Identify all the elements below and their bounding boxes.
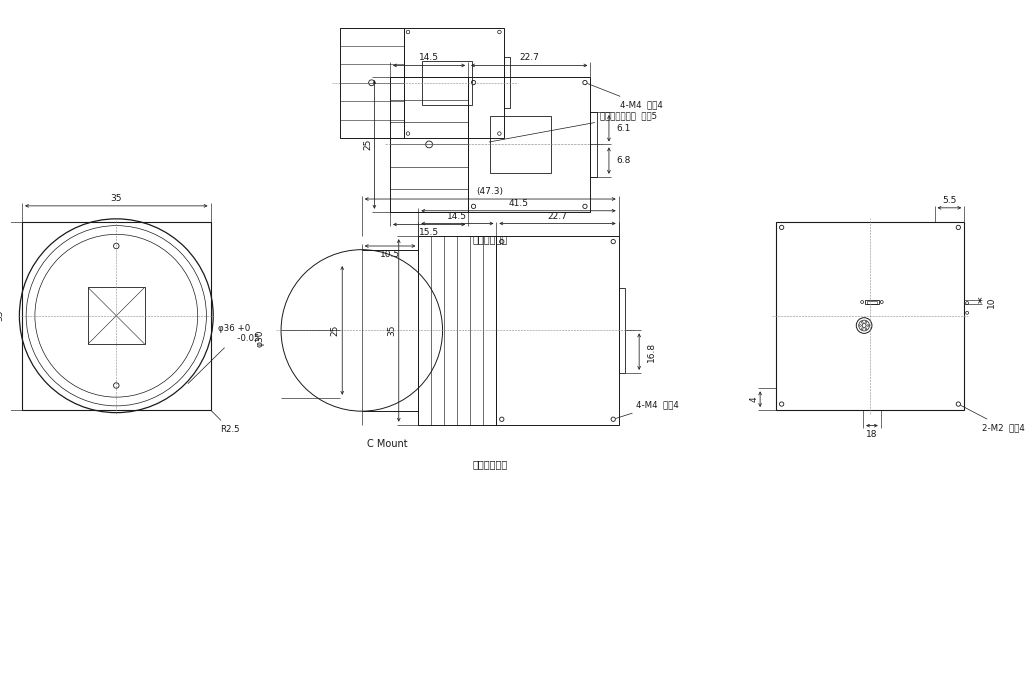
- Text: 10: 10: [987, 296, 996, 308]
- Bar: [340, 27, 404, 138]
- Text: 22.7: 22.7: [548, 211, 568, 220]
- Text: 5.5: 5.5: [942, 196, 957, 205]
- Text: 2-M2  深ご4: 2-M2 深ご4: [961, 405, 1025, 432]
- Bar: [390, 77, 468, 211]
- Bar: [865, 300, 879, 304]
- Text: 41.5: 41.5: [509, 199, 528, 208]
- Text: 6.8: 6.8: [617, 156, 631, 165]
- Bar: [504, 57, 510, 108]
- Text: 4-M4  深ご4: 4-M4 深ご4: [616, 400, 679, 419]
- Bar: [866, 300, 878, 304]
- Bar: [421, 61, 472, 105]
- Bar: [468, 77, 590, 211]
- Text: 35: 35: [110, 194, 122, 203]
- Text: 10.5: 10.5: [380, 250, 400, 259]
- Bar: [404, 27, 504, 138]
- Text: (47.3): (47.3): [477, 187, 504, 196]
- Text: 4-M4  深ご4: 4-M4 深ご4: [587, 83, 662, 109]
- Bar: [776, 221, 964, 410]
- Bar: [619, 288, 625, 373]
- Text: 22.7: 22.7: [519, 53, 539, 62]
- Text: 対面同一形状: 対面同一形状: [473, 234, 508, 244]
- Bar: [88, 288, 144, 344]
- Text: カメラ三脚ネジ  深ご5: カメラ三脚ネジ 深ご5: [489, 112, 657, 142]
- Bar: [496, 236, 619, 425]
- Text: 14.5: 14.5: [419, 53, 439, 62]
- Text: 16.8: 16.8: [647, 342, 656, 362]
- Text: 35: 35: [387, 325, 397, 336]
- Bar: [590, 112, 597, 176]
- Text: 25: 25: [363, 139, 372, 150]
- Text: R2.5: R2.5: [211, 411, 240, 434]
- Text: 14.5: 14.5: [447, 211, 468, 220]
- Text: 18: 18: [866, 430, 878, 438]
- Text: 4: 4: [750, 396, 759, 402]
- Bar: [418, 236, 496, 425]
- Bar: [22, 221, 210, 410]
- Text: 25: 25: [330, 325, 339, 336]
- Text: φ30: φ30: [255, 330, 264, 347]
- Text: C Mount: C Mount: [368, 439, 408, 449]
- Bar: [490, 116, 551, 173]
- Text: 6.1: 6.1: [617, 124, 631, 133]
- Text: 35: 35: [0, 310, 4, 321]
- Text: 対面同一形状: 対面同一形状: [473, 458, 508, 469]
- Text: φ36 +0
       -0.05: φ36 +0 -0.05: [188, 323, 260, 384]
- Text: 15.5: 15.5: [419, 228, 439, 237]
